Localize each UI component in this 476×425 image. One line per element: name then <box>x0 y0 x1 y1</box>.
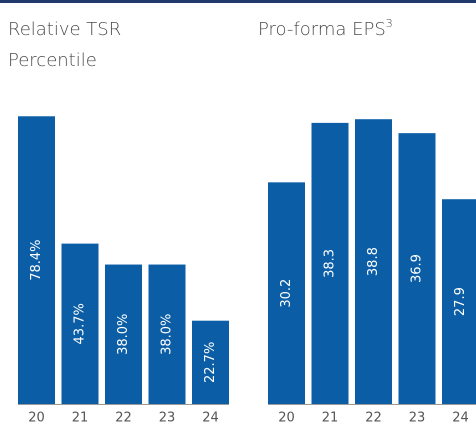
x-tick-label: 22 <box>115 411 132 425</box>
value-label: 38.3 <box>323 249 338 278</box>
x-tick-label: 24 <box>202 411 219 425</box>
x-tick-label: 23 <box>159 411 176 425</box>
bar <box>268 182 305 404</box>
title-line: Relative TSR <box>8 19 121 40</box>
bar <box>311 122 349 405</box>
bar <box>442 199 476 404</box>
x-tick-label: 24 <box>452 411 469 425</box>
chart-title: Pro-forma EPS3 <box>258 17 393 40</box>
bar <box>105 264 142 404</box>
value-label: 78.4% <box>29 239 44 280</box>
bar <box>355 119 392 404</box>
value-label: 43.7% <box>73 303 88 344</box>
x-tick-label: 20 <box>278 411 295 425</box>
value-label: 38.8 <box>366 247 381 276</box>
title-line: Pro-forma EPS <box>258 19 386 40</box>
value-label: 22.7% <box>203 342 218 383</box>
value-label: 38.0% <box>160 314 175 355</box>
x-tick-label: 21 <box>72 411 89 425</box>
value-label: 27.9 <box>453 287 468 316</box>
x-tick-label: 21 <box>322 411 339 425</box>
x-tick-label: 20 <box>28 411 45 425</box>
x-tick-label: 23 <box>409 411 426 425</box>
bar <box>192 320 229 404</box>
value-label: 36.9 <box>410 254 425 283</box>
bar <box>18 116 55 404</box>
value-label: 30.2 <box>279 279 294 308</box>
x-tick-label: 22 <box>365 411 382 425</box>
title-superscript: 3 <box>386 17 393 30</box>
bar <box>61 243 99 404</box>
bar <box>398 133 436 405</box>
bar <box>148 264 186 404</box>
title-line: Percentile <box>8 50 97 71</box>
chart-title: Relative TSR Percentile <box>8 19 121 71</box>
value-label: 38.0% <box>116 314 131 355</box>
